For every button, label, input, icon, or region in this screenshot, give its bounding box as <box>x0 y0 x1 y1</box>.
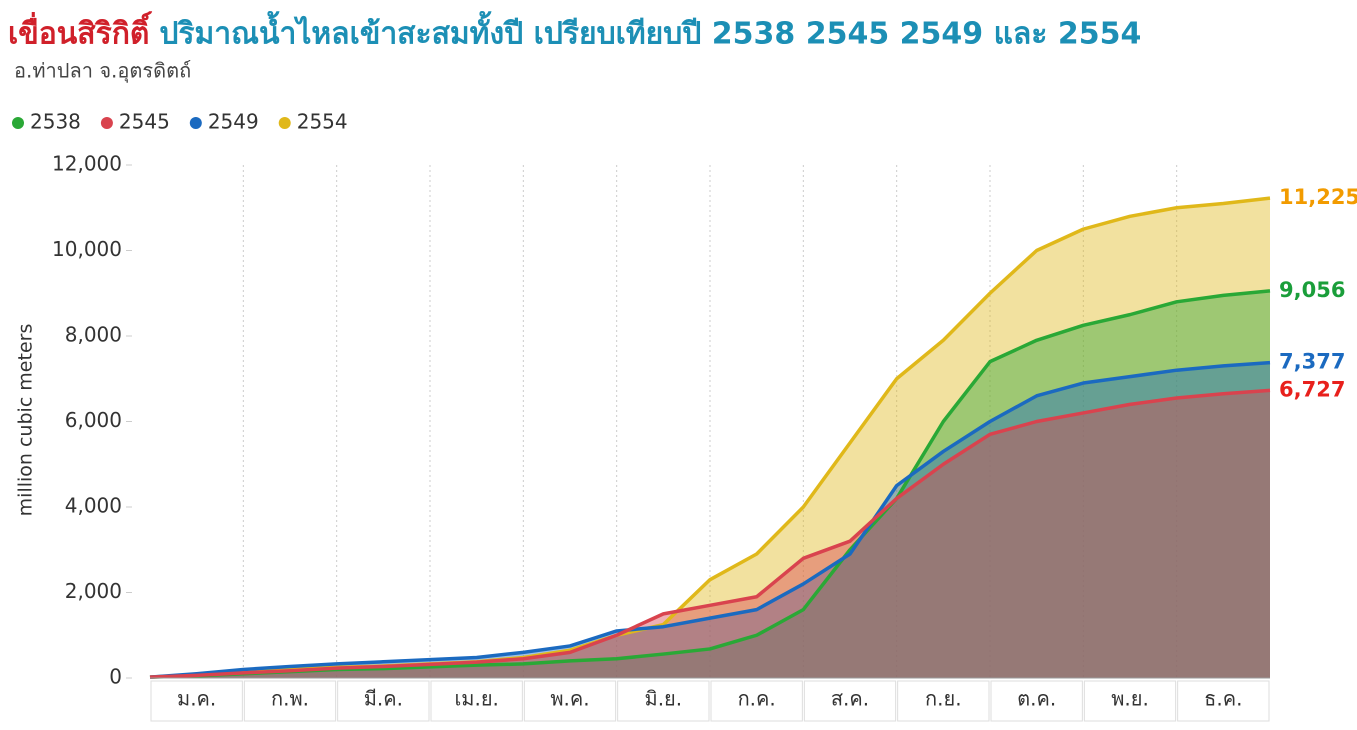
month-box <box>1177 680 1270 722</box>
legend-marker <box>12 117 24 129</box>
area-fill <box>150 198 1270 678</box>
month-box <box>150 680 243 722</box>
y-tick-label: 0 <box>109 665 122 689</box>
y-tick-label: 4,000 <box>65 494 122 518</box>
area-fill <box>150 390 1270 678</box>
legend-label: 2549 <box>208 110 259 134</box>
legend-marker <box>189 117 202 129</box>
month-box <box>617 680 710 722</box>
x-tick-label: มิ.ย. <box>645 687 683 711</box>
series-line <box>149 388 1271 679</box>
area-fill <box>150 290 1270 678</box>
x-tick-label: ส.ค. <box>831 687 869 711</box>
x-tick-label: ก.พ. <box>271 687 309 711</box>
end-value-label: 7,377 <box>1279 350 1345 374</box>
legend-label: 2545 <box>119 110 170 134</box>
month-box <box>803 680 897 722</box>
y-tick-label: 10,000 <box>52 237 122 261</box>
month-box <box>990 680 1083 722</box>
month-box <box>897 680 990 722</box>
x-tick-label: ต.ค. <box>1017 687 1056 711</box>
month-box <box>243 680 337 722</box>
y-axis-label: million cubic meters <box>15 324 37 517</box>
chart-subtitle: อ.ท่าปลา จ.อุตรดิตถ์ <box>14 59 191 84</box>
x-tick-label: พ.ย. <box>1111 687 1149 711</box>
y-tick-label: 2,000 <box>65 579 122 603</box>
month-box <box>430 680 523 722</box>
y-tick-label: 8,000 <box>65 323 122 347</box>
y-tick-label: 6,000 <box>65 408 122 432</box>
legend-marker <box>100 117 113 129</box>
x-tick-label: พ.ค. <box>550 687 589 711</box>
x-tick-label: มี.ค. <box>364 687 403 711</box>
legend-label: 2538 <box>30 110 81 134</box>
area-fill <box>150 362 1270 678</box>
chart-title: ปริมาณน้ำไหลเข้าสะสมทั้งปี เปรียบเทียบปี… <box>159 11 1141 52</box>
y-tick-label: 12,000 <box>52 152 122 176</box>
x-tick-label: ธ.ค. <box>1204 687 1242 711</box>
x-tick-label: เม.ย. <box>454 687 498 711</box>
x-tick-label: ม.ค. <box>177 687 216 711</box>
month-box <box>1083 680 1177 722</box>
month-box <box>337 680 430 722</box>
chart-title-highlight: เขื่อนสิริกิติ์ <box>8 11 153 52</box>
month-box <box>710 680 803 722</box>
x-tick-label: ก.ย. <box>925 687 962 711</box>
x-tick-label: ก.ค. <box>738 687 776 711</box>
legend-marker <box>278 117 291 129</box>
end-value-label: 6,727 <box>1279 377 1345 401</box>
legend-label: 2554 <box>297 110 348 134</box>
end-value-label: 11,225 <box>1279 185 1357 209</box>
series-line <box>149 360 1271 679</box>
month-box <box>523 680 617 722</box>
end-value-label: 9,056 <box>1279 278 1345 302</box>
